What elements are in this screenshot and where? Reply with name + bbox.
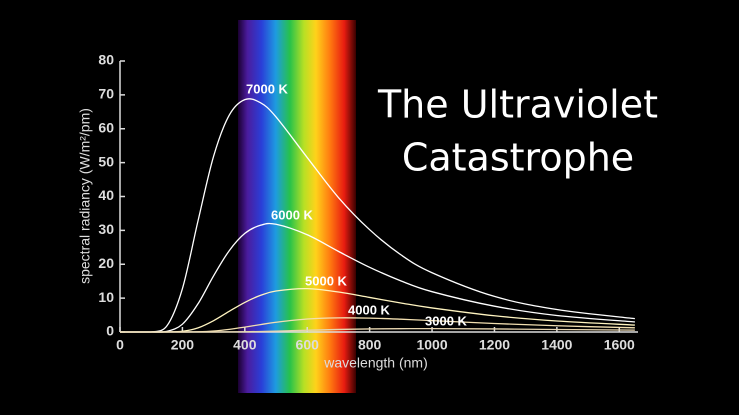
y-tick-label: 40 <box>98 187 114 203</box>
y-tick-label: 80 <box>98 52 114 68</box>
x-tick-label: 1600 <box>604 337 635 353</box>
x-tick-label: 0 <box>116 337 124 353</box>
title-line: Catastrophe <box>402 136 634 180</box>
x-tick-label: 1400 <box>541 337 572 353</box>
y-tick-label: 60 <box>98 119 114 135</box>
y-tick-label: 70 <box>98 86 114 102</box>
y-tick-label: 30 <box>98 221 114 237</box>
series-line <box>151 327 635 333</box>
y-tick-label: 50 <box>98 153 114 169</box>
x-tick-label: 600 <box>296 337 320 353</box>
series-line <box>150 98 635 333</box>
x-axis-title: wavelength (nm) <box>323 355 428 371</box>
x-tick-label: 400 <box>233 337 257 353</box>
series-label: 6000 K <box>271 207 314 222</box>
y-tick-label: 10 <box>98 289 114 305</box>
series-label: 7000 K <box>246 81 289 96</box>
series-label: 3000 K <box>425 313 468 328</box>
series-line <box>151 287 635 333</box>
title-line: The Ultraviolet <box>377 83 658 127</box>
x-tick-label: 200 <box>171 337 195 353</box>
y-tick-label: 20 <box>98 255 114 271</box>
x-tick-label: 1200 <box>479 337 510 353</box>
series-label: 4000 K <box>348 302 391 317</box>
y-tick-label: 0 <box>106 323 114 339</box>
x-tick-label: 800 <box>358 337 382 353</box>
series-line <box>151 222 635 333</box>
y-axis-title: spectral radiancy (W/m²/pm) <box>77 108 93 284</box>
series-label: 5000 K <box>305 273 348 288</box>
x-tick-label: 1000 <box>416 337 447 353</box>
